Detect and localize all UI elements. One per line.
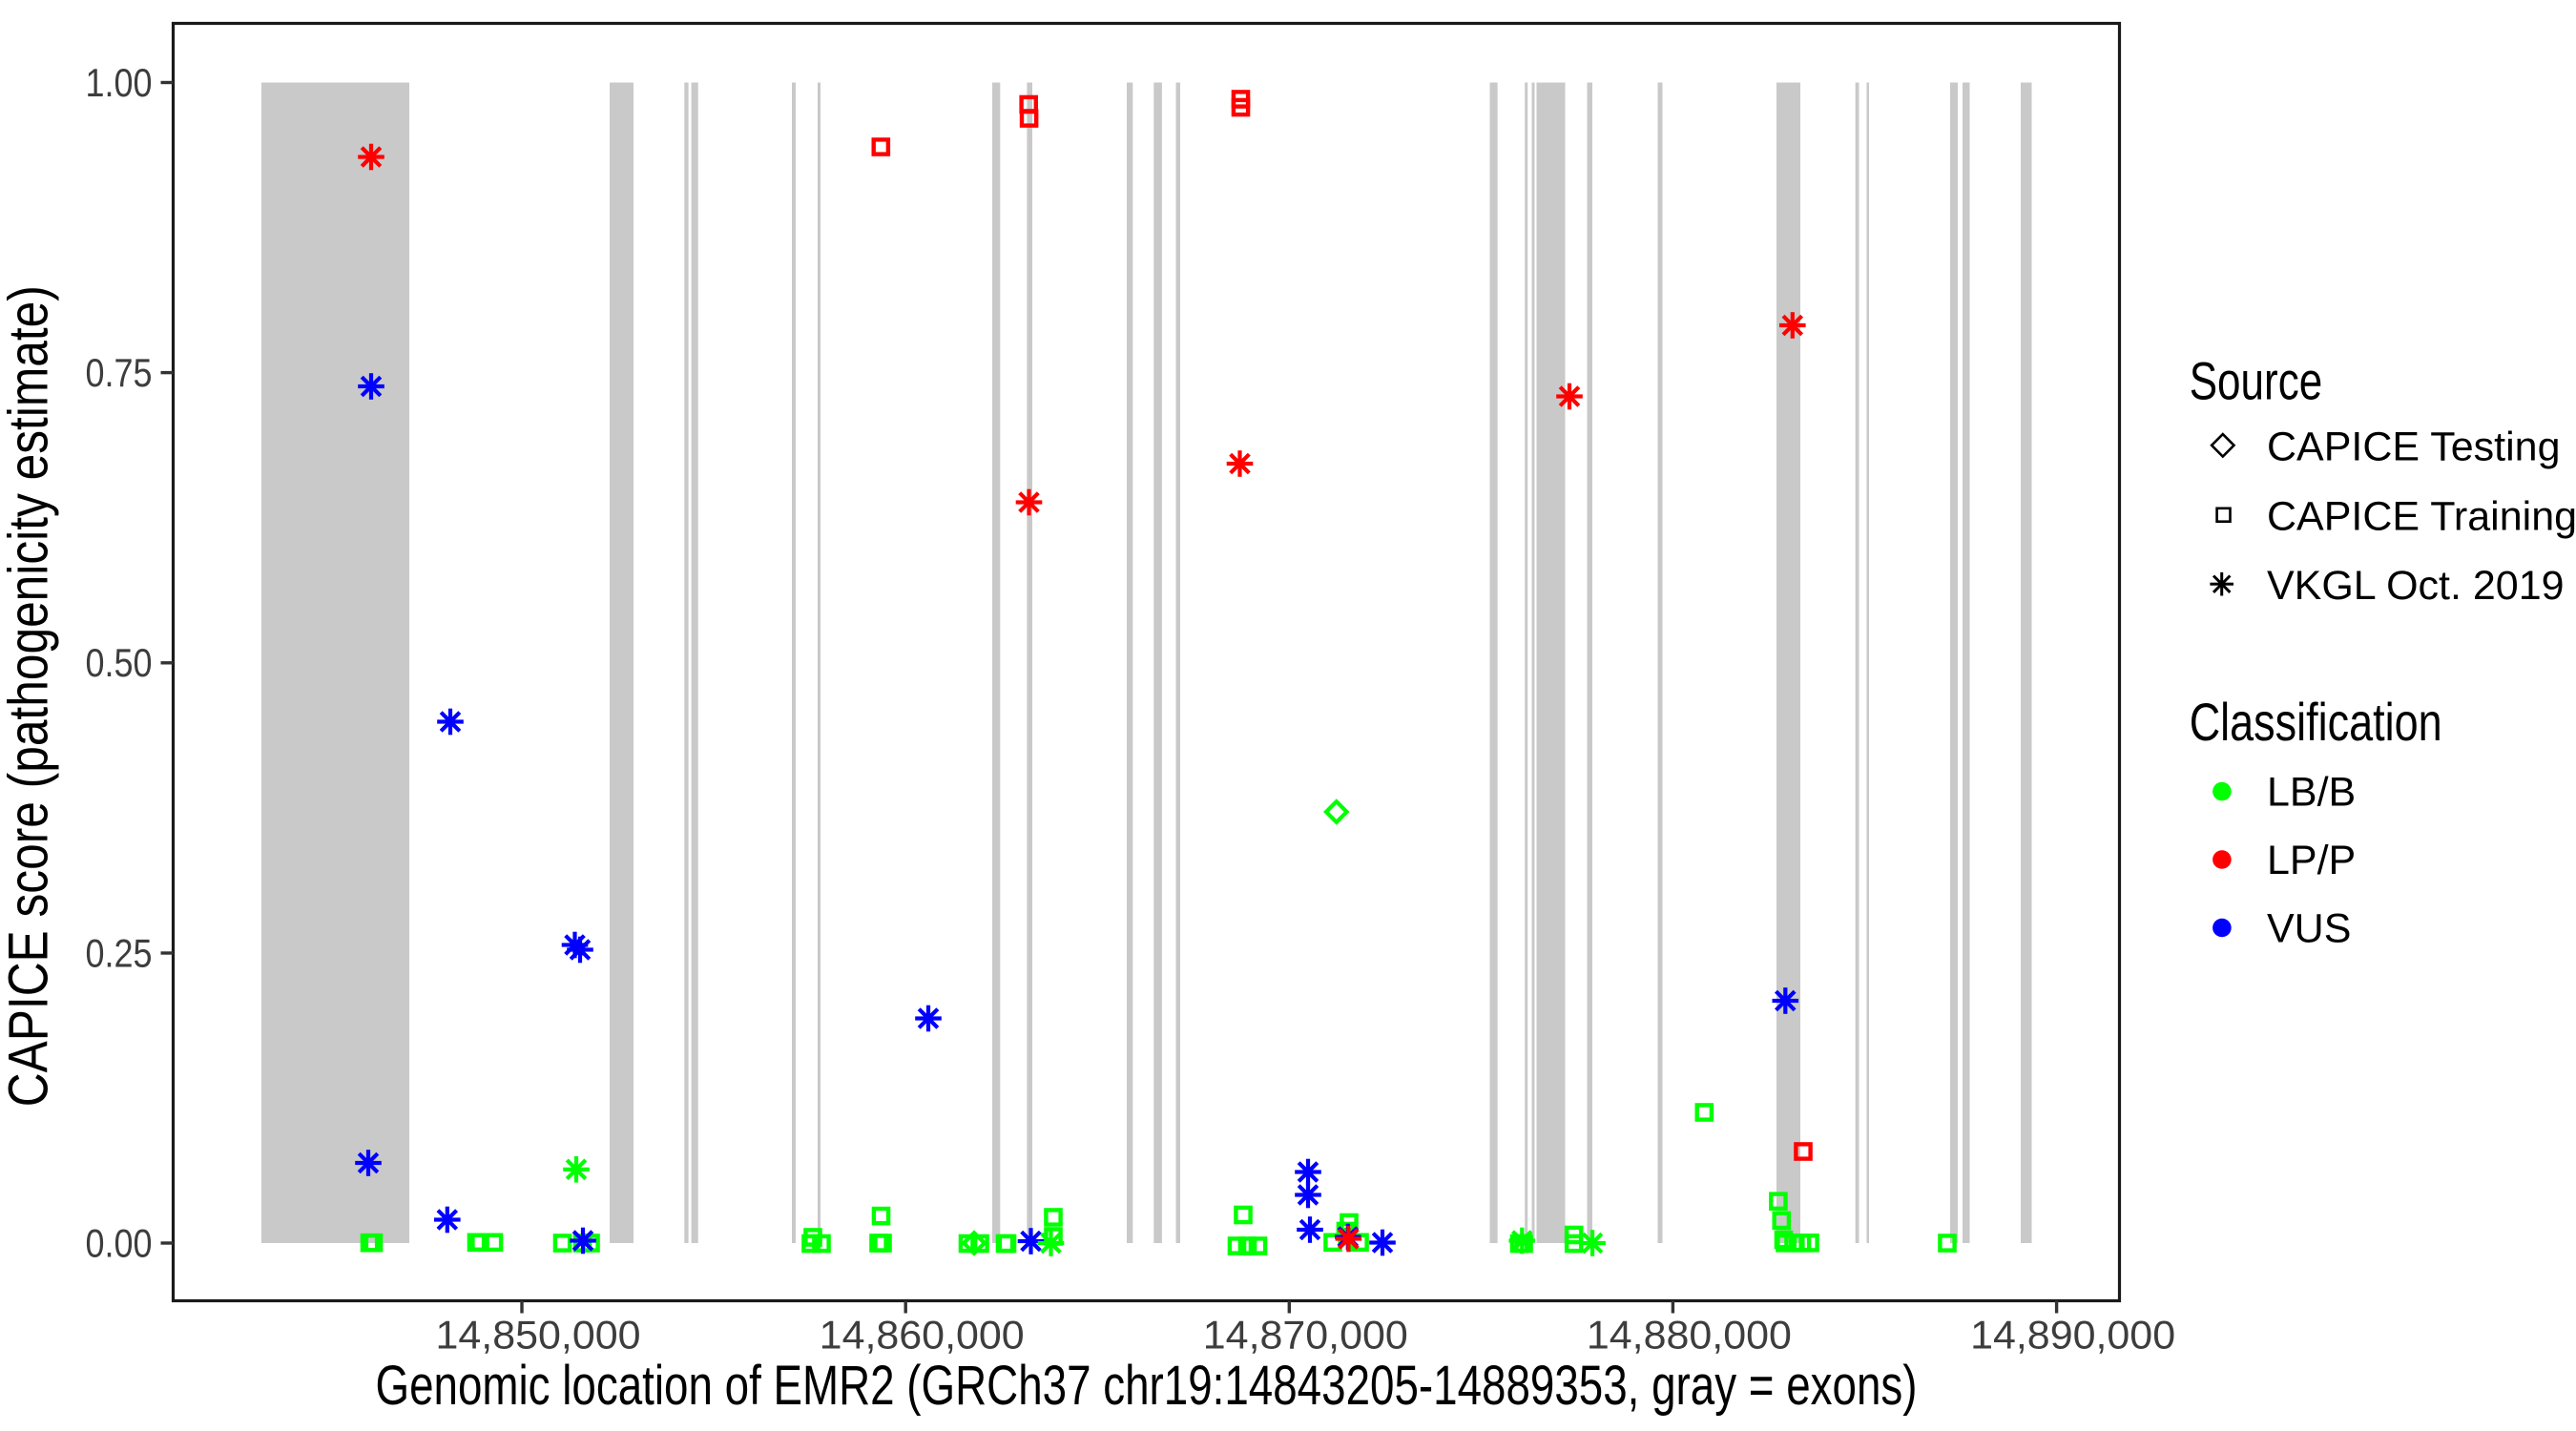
svg-text:14,860,000: 14,860,000 xyxy=(820,1313,1025,1358)
svg-text:Genomic location of EMR2 (GRCh: Genomic location of EMR2 (GRCh37 chr19:1… xyxy=(376,1355,1918,1417)
svg-text:0.50: 0.50 xyxy=(86,640,153,685)
svg-text:14,850,000: 14,850,000 xyxy=(436,1313,641,1358)
svg-text:CAPICE score (pathogenicity es: CAPICE score (pathogenicity estimate) xyxy=(0,285,60,1107)
svg-text:14,880,000: 14,880,000 xyxy=(1587,1313,1792,1358)
svg-text:0.75: 0.75 xyxy=(86,350,153,395)
svg-text:1.00: 1.00 xyxy=(86,60,153,105)
svg-text:Classification: Classification xyxy=(2190,692,2442,752)
svg-text:CAPICE Training: CAPICE Training xyxy=(2267,494,2576,540)
svg-text:LB/B: LB/B xyxy=(2267,770,2356,816)
svg-text:14,870,000: 14,870,000 xyxy=(1203,1313,1408,1358)
svg-text:VUS: VUS xyxy=(2267,906,2351,952)
svg-text:0.25: 0.25 xyxy=(86,930,153,975)
svg-text:VKGL Oct. 2019: VKGL Oct. 2019 xyxy=(2267,563,2565,609)
svg-text:14,890,000: 14,890,000 xyxy=(1970,1313,2175,1358)
svg-text:LP/P: LP/P xyxy=(2267,838,2356,883)
svg-text:Source: Source xyxy=(2190,351,2323,411)
svg-text:CAPICE Testing: CAPICE Testing xyxy=(2267,425,2561,470)
svg-text:0.00: 0.00 xyxy=(86,1220,153,1265)
